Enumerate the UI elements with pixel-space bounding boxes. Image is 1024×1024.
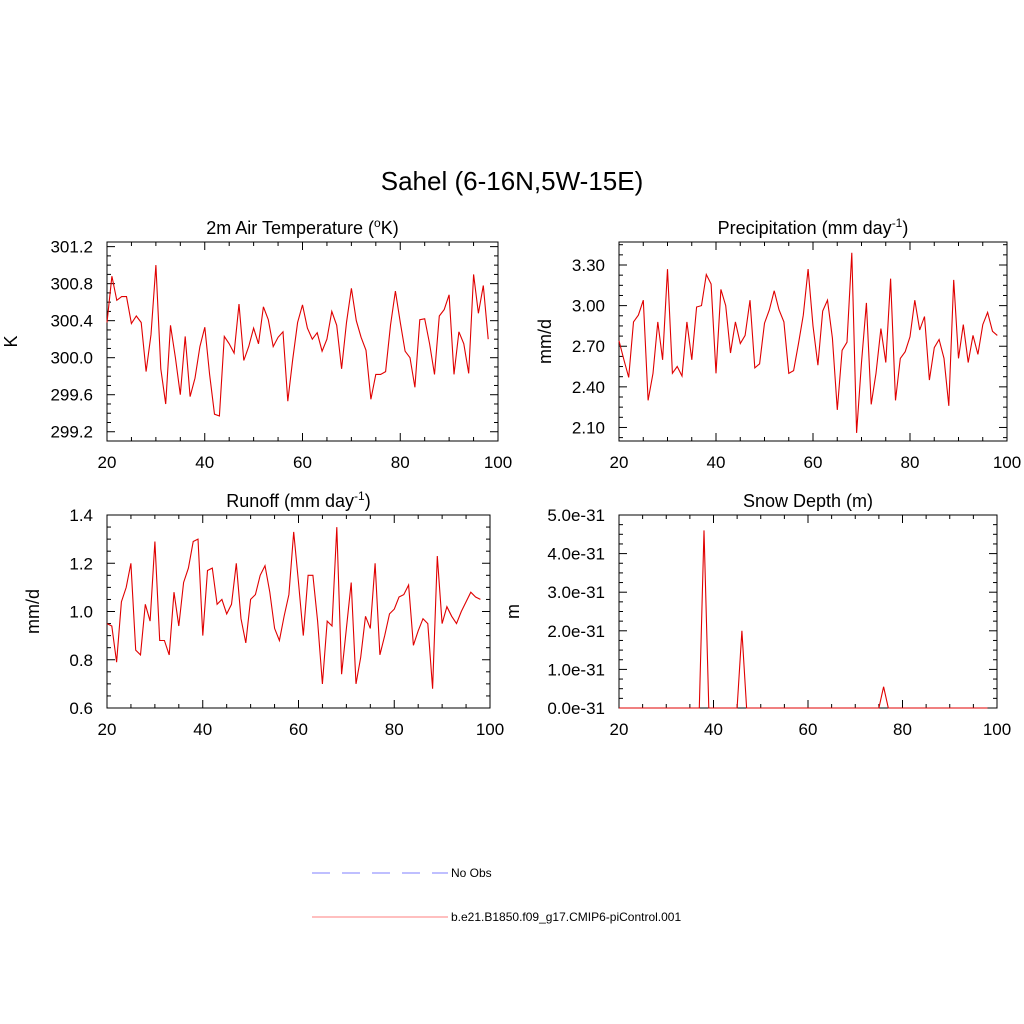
- panel-title: Precipitation (mm day-1): [718, 216, 909, 238]
- y-tick-label: 5.0e-31: [547, 506, 605, 525]
- panel-title-text: Runoff (mm day: [226, 491, 354, 511]
- x-tick-label: 100: [993, 453, 1021, 472]
- x-tick-label: 40: [195, 453, 214, 472]
- y-axis-label: mm/d: [535, 319, 555, 364]
- x-tick-label: 80: [893, 720, 912, 739]
- chart-panel-1: 2m Air Temperature (oK) K 20 40 60 80 100 299.2…: [1, 216, 512, 472]
- panel-title: 2m Air Temperature (oK): [206, 216, 398, 238]
- x-tick-label: 40: [707, 453, 726, 472]
- panel-title-end: K): [381, 218, 399, 238]
- x-tick-label: 40: [704, 720, 723, 739]
- y-tick-label: 0.6: [69, 699, 93, 718]
- x-tick-label: 20: [98, 720, 117, 739]
- y-tick-label: 3.00: [572, 297, 605, 316]
- y-tick-label: 300.8: [50, 275, 93, 294]
- y-axis-label: mm/d: [23, 589, 43, 634]
- y-tick-label: 1.2: [69, 554, 93, 573]
- chart-panel-4: Snow Depth (m) m 20 40 60 80 100 0.0e-31 1.0e-31…: [503, 491, 1011, 739]
- x-tick-label: 100: [484, 453, 512, 472]
- y-tick-label: 2.70: [572, 337, 605, 356]
- legend-label-1: No Obs: [451, 866, 492, 880]
- y-axis-label: K: [1, 335, 21, 347]
- series-line: [618, 252, 998, 433]
- series-line: [106, 527, 481, 689]
- panel-title-text: Snow Depth (m): [743, 491, 873, 511]
- panel-title-superscript: o: [374, 216, 381, 230]
- y-tick-label: 2.0e-31: [547, 622, 605, 641]
- panel-title-end: ): [902, 218, 908, 238]
- chart-panel-2: Precipitation (mm day-1) mm/d 20 40 60 80 100 2…: [535, 216, 1021, 472]
- x-tick-label: 60: [289, 720, 308, 739]
- x-tick-label: 80: [391, 453, 410, 472]
- plot-frame: [106, 241, 499, 442]
- panel-title-superscript: -1: [354, 489, 365, 503]
- series-line: [619, 530, 988, 709]
- figure-title: Sahel (6-16N,5W-15E): [380, 166, 644, 196]
- x-tick-label: 60: [804, 453, 823, 472]
- x-tick-label: 60: [293, 453, 312, 472]
- y-tick-label: 1.4: [69, 506, 93, 525]
- y-tick-label: 4.0e-31: [547, 545, 605, 564]
- panel-title-text: Precipitation (mm day: [718, 218, 892, 238]
- y-tick-label: 2.10: [572, 418, 605, 437]
- x-tick-label: 20: [610, 720, 629, 739]
- x-tick-label: 100: [476, 720, 504, 739]
- series-line: [106, 265, 489, 417]
- panel-title-superscript: -1: [892, 216, 903, 230]
- x-tick-label: 100: [983, 720, 1011, 739]
- panel-title: Snow Depth (m): [743, 491, 873, 511]
- y-tick-label: 3.30: [572, 256, 605, 275]
- panel-title-text: 2m Air Temperature (: [206, 218, 374, 238]
- chart-panel-3: Runoff (mm day-1) mm/d 20 40 60 80 100 0.6 0.8 1.…: [23, 489, 504, 739]
- y-tick-label: 301.2: [50, 238, 93, 257]
- plot-frame: [618, 514, 998, 709]
- y-tick-label: 1.0: [69, 603, 93, 622]
- panel-title-end: ): [365, 491, 371, 511]
- y-tick-label: 0.8: [69, 651, 93, 670]
- x-tick-label: 80: [385, 720, 404, 739]
- y-tick-label: 2.40: [572, 378, 605, 397]
- x-tick-label: 40: [193, 720, 212, 739]
- y-tick-label: 1.0e-31: [547, 660, 605, 679]
- x-tick-label: 80: [901, 453, 920, 472]
- y-tick-label: 299.2: [50, 423, 93, 442]
- y-tick-label: 300.4: [50, 312, 93, 331]
- x-tick-label: 60: [799, 720, 818, 739]
- panel-title: Runoff (mm day-1): [226, 489, 370, 511]
- y-tick-label: 299.6: [50, 386, 93, 405]
- x-tick-label: 20: [98, 453, 117, 472]
- y-tick-label: 3.0e-31: [547, 583, 605, 602]
- y-tick-label: 0.0e-31: [547, 699, 605, 718]
- y-tick-label: 300.0: [50, 349, 93, 368]
- y-axis-label: m: [503, 604, 523, 619]
- x-tick-label: 20: [610, 453, 629, 472]
- plot-frame: [618, 241, 1008, 442]
- legend: No Obs b.e21.B1850.f09_g17.CMIP6-piContro…: [312, 866, 681, 924]
- legend-label-2: b.e21.B1850.f09_g17.CMIP6-piControl.001: [451, 910, 681, 924]
